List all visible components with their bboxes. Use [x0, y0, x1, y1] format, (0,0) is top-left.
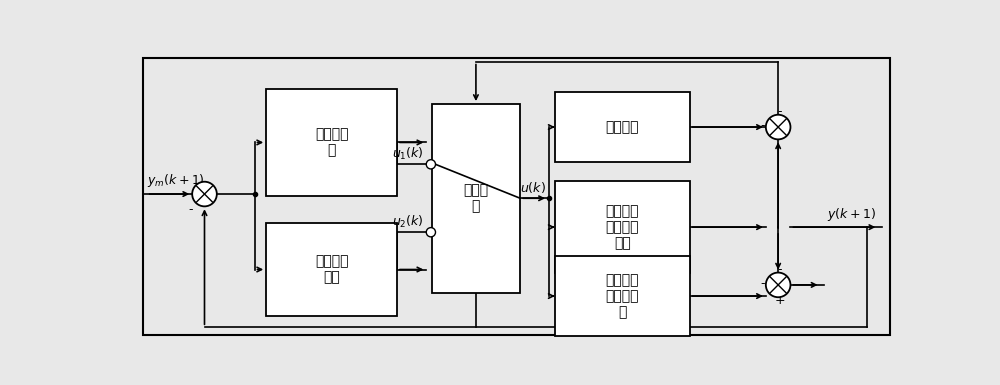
- Circle shape: [766, 115, 790, 139]
- Bar: [555, 92, 690, 162]
- Circle shape: [426, 160, 436, 169]
- Bar: [432, 104, 520, 293]
- Text: -: -: [777, 263, 782, 276]
- Circle shape: [766, 273, 790, 297]
- Text: 非线性控
制器: 非线性控 制器: [315, 254, 348, 285]
- Text: $y(k+1)$: $y(k+1)$: [827, 206, 876, 223]
- Text: 线性控制
器: 线性控制 器: [315, 127, 348, 157]
- Text: 非最小相
位非线性
系统: 非最小相 位非线性 系统: [605, 204, 639, 250]
- Circle shape: [192, 182, 217, 206]
- Text: $y_m(k+1)$: $y_m(k+1)$: [147, 172, 205, 189]
- Text: -: -: [761, 119, 765, 132]
- Bar: [555, 256, 690, 336]
- Text: -: -: [761, 277, 765, 290]
- Text: $u(k)$: $u(k)$: [520, 180, 546, 195]
- Text: 神经网络
非线性模
型: 神经网络 非线性模 型: [605, 273, 639, 319]
- Bar: [266, 223, 397, 316]
- Text: -: -: [777, 105, 782, 118]
- Bar: [266, 89, 397, 196]
- Text: $u_1(k)$: $u_1(k)$: [392, 146, 424, 162]
- Text: -: -: [188, 203, 193, 216]
- Circle shape: [426, 228, 436, 237]
- Text: 切换单
元: 切换单 元: [463, 183, 488, 213]
- Text: +: +: [774, 294, 785, 307]
- Bar: [555, 181, 690, 273]
- Text: 线性模型: 线性模型: [605, 120, 639, 134]
- Text: $u_2(k)$: $u_2(k)$: [392, 213, 424, 229]
